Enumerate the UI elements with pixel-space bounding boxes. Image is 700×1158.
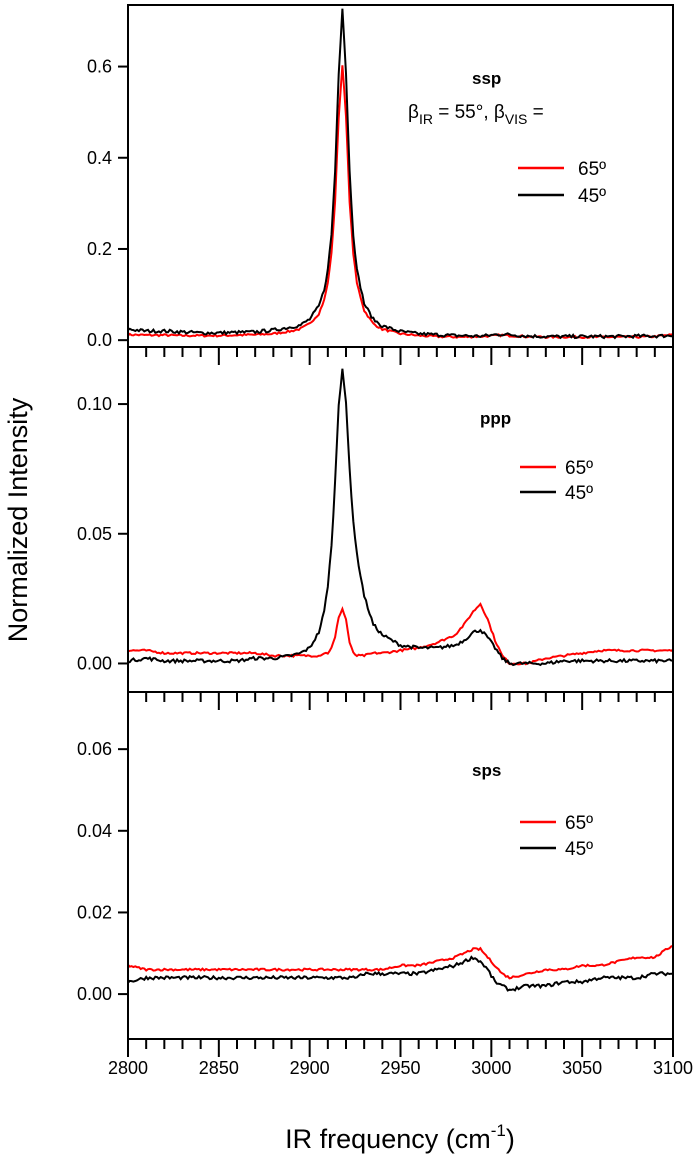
x-tick-label: 2950 xyxy=(380,1058,420,1078)
panel-ppp: 0.00 0.05 0.10 ppp 65º 45º xyxy=(77,346,674,710)
y-tick-label: 0.05 xyxy=(77,524,112,544)
legend-label: 65º xyxy=(565,813,593,834)
series-line-ssp-1 xyxy=(128,8,673,340)
series-line-sps-0 xyxy=(128,944,673,980)
panel-sps: 0.00 0.02 0.04 0.06 sps 65º 45º 2800 2850 2900 295… xyxy=(77,691,693,1078)
legend-label: 45º xyxy=(565,483,593,504)
panel-label: sps xyxy=(472,761,501,780)
panel-label: ssp xyxy=(472,69,501,88)
panel-ssp: 0.0 0.2 0.4 0.6 ssp 65º 45º βIR = 55°, βVIS = xyxy=(87,4,674,365)
legend-label: 65º xyxy=(578,159,606,180)
y-tick-label: 0.0 xyxy=(87,330,112,350)
x-tick-label: 2900 xyxy=(290,1058,330,1078)
x-axis-title: IR frequency (cm-1) xyxy=(285,1121,515,1154)
y-axis-title: Normalized Intensity xyxy=(3,397,33,642)
x-tick-label: 2800 xyxy=(108,1058,148,1078)
series-line-sps-1 xyxy=(128,955,673,992)
y-tick-label: 0.10 xyxy=(77,394,112,414)
x-tick-label: 2850 xyxy=(199,1058,239,1078)
x-tick-label: 3050 xyxy=(562,1058,602,1078)
panel-label: ppp xyxy=(480,409,511,428)
y-tick-label: 0.6 xyxy=(87,57,112,77)
series-line-ssp-0 xyxy=(128,65,673,340)
angle-annotation: βIR = 55°, βVIS = xyxy=(408,102,544,127)
x-tick-label: 3100 xyxy=(653,1058,693,1078)
plot-frame xyxy=(127,691,674,1040)
y-tick-label: 0.02 xyxy=(77,902,112,922)
plot-frame xyxy=(127,346,674,693)
y-tick-label: 0.00 xyxy=(77,653,112,673)
y-tick-label: 0.00 xyxy=(77,984,112,1004)
legend-label: 45º xyxy=(565,839,593,860)
y-tick-label: 0.06 xyxy=(77,739,112,759)
legend-label: 65º xyxy=(565,458,593,479)
x-tick-label: 3000 xyxy=(471,1058,511,1078)
legend-label: 45º xyxy=(578,186,606,207)
y-tick-label: 0.2 xyxy=(87,239,112,259)
y-tick-label: 0.4 xyxy=(87,148,112,168)
y-tick-label: 0.04 xyxy=(77,821,112,841)
series-line-ppp-1 xyxy=(128,368,673,667)
series-line-ppp-0 xyxy=(128,602,673,666)
